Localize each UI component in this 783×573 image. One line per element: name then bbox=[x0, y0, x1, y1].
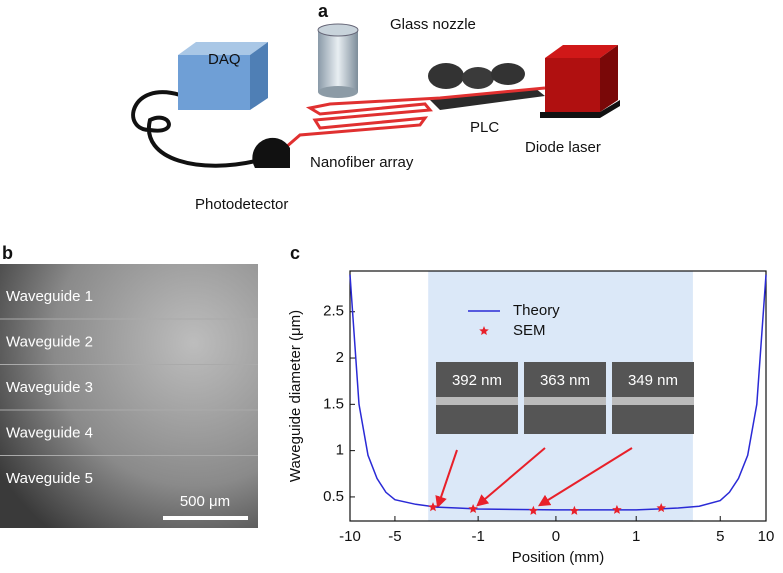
inset-label: 392 nm bbox=[452, 372, 502, 389]
waveguides bbox=[0, 318, 258, 456]
lens bbox=[428, 63, 464, 89]
array-label: Nanofiber array bbox=[310, 154, 414, 171]
panel-label: c bbox=[290, 243, 300, 263]
arrow bbox=[537, 447, 633, 507]
sem-point bbox=[528, 505, 539, 515]
legend-label: Theory bbox=[513, 302, 560, 319]
y-tick-label: 1 bbox=[336, 442, 344, 459]
inset-label: 349 nm bbox=[628, 372, 678, 389]
laser-top bbox=[545, 45, 618, 58]
waveguide-label: Waveguide 2 bbox=[6, 333, 93, 350]
laser-base bbox=[540, 100, 620, 118]
legend-marker bbox=[479, 326, 489, 335]
micrograph bbox=[0, 264, 258, 528]
daq-side bbox=[250, 42, 268, 110]
laser-side bbox=[600, 45, 618, 112]
sem-point bbox=[569, 505, 580, 515]
sem-point bbox=[428, 502, 438, 512]
x-tick-label: 5 bbox=[716, 528, 724, 545]
sem-point bbox=[656, 503, 666, 513]
panel-label: b bbox=[2, 243, 13, 263]
arrow bbox=[476, 447, 546, 507]
sem-fiber bbox=[436, 397, 518, 405]
sem-fiber bbox=[612, 397, 694, 405]
sem-point bbox=[468, 504, 478, 513]
waveguide-label: Waveguide 5 bbox=[6, 470, 93, 487]
plc bbox=[430, 88, 545, 110]
x-tick-label: -5 bbox=[388, 528, 401, 545]
daq-label: DAQ bbox=[208, 51, 241, 68]
photodetector bbox=[252, 137, 290, 168]
lens bbox=[462, 67, 494, 89]
y-tick-label: 0.5 bbox=[323, 488, 344, 505]
laser-box bbox=[545, 58, 600, 112]
sem-point bbox=[612, 504, 622, 514]
arrow bbox=[435, 449, 458, 509]
nozzle-bottom bbox=[318, 86, 358, 98]
daq-top bbox=[178, 42, 268, 55]
y-tick-label: 2 bbox=[336, 349, 344, 366]
x-tick-label: 0 bbox=[552, 528, 560, 545]
inset-label: 363 nm bbox=[540, 372, 590, 389]
nozzle-label: Glass nozzle bbox=[390, 16, 476, 33]
lens bbox=[491, 63, 525, 85]
nozzle bbox=[318, 30, 358, 92]
x-tick-label: 1 bbox=[632, 528, 640, 545]
scale-bar-label: 500 μm bbox=[180, 493, 230, 510]
daq-box bbox=[178, 55, 250, 110]
plot-frame bbox=[349, 270, 767, 522]
nanofiber-array bbox=[284, 86, 546, 150]
x-tick-label: 10 bbox=[758, 528, 775, 545]
y-axis-label: Waveguide diameter (μm) bbox=[287, 310, 304, 482]
y-tick-label: 1.5 bbox=[323, 395, 344, 412]
waveguide-label: Waveguide 1 bbox=[6, 288, 93, 305]
legend-label: SEM bbox=[513, 322, 546, 339]
laser-label: Diode laser bbox=[525, 139, 601, 156]
theory-line bbox=[349, 274, 767, 511]
x-axis-label: Position (mm) bbox=[512, 549, 605, 566]
nozzle-top bbox=[317, 23, 359, 37]
x-tick-label: -10 bbox=[339, 528, 361, 545]
y-tick-label: 2.5 bbox=[323, 303, 344, 320]
detector-label: Photodetector bbox=[195, 196, 288, 213]
waveguide-label: Waveguide 3 bbox=[6, 379, 93, 396]
cable bbox=[131, 90, 261, 168]
waveguide-label: Waveguide 4 bbox=[6, 424, 93, 441]
x-tick-label: -1 bbox=[471, 528, 484, 545]
panel-label: a bbox=[318, 1, 329, 21]
sem-fiber bbox=[524, 397, 606, 405]
plc-label: PLC bbox=[470, 119, 499, 136]
